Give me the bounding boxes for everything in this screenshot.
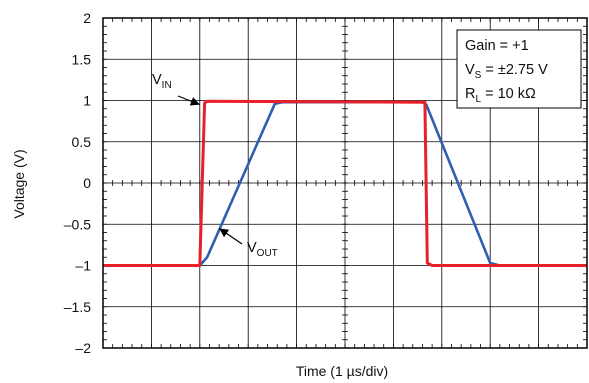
legend-entry: VS = ±2.75 V: [465, 62, 548, 81]
annotation-label-vout: VOUT: [247, 240, 278, 259]
y-tick-label: 0.5: [72, 134, 92, 150]
annotation-arrowhead-vin: [189, 97, 200, 106]
legend-box: Gain = +1 VS = ±2.75 V RL = 10 kΩ: [456, 29, 582, 109]
y-tick-label: –0.5: [64, 216, 91, 232]
y-tick-label: 1.5: [72, 51, 92, 67]
y-tick-label: 2: [83, 10, 91, 26]
y-tick-label: –1: [75, 258, 91, 274]
legend-frame: [456, 29, 582, 109]
y-tick-labels: 2 1.5 1 0.5 0 –0.5 –1 –1.5 –2: [64, 10, 91, 356]
y-tick-label: –1.5: [64, 299, 91, 315]
plot-frame: [102, 17, 588, 349]
y-axis-label: Voltage (V): [11, 149, 27, 218]
y-tick-label: 1: [83, 93, 91, 109]
y-tick-label: –2: [75, 340, 91, 356]
y-tick-label: 0: [83, 175, 91, 191]
series-line-vin: [103, 99, 587, 267]
legend-entry: Gain = +1: [465, 38, 529, 54]
legend-entry: RL = 10 kΩ: [465, 86, 536, 105]
annotations: VIN VOUT: [152, 72, 278, 259]
x-axis-label: Time (1 µs/div): [296, 363, 388, 379]
annotation-label-vin: VIN: [152, 72, 172, 91]
series-layer: [103, 99, 587, 267]
annotation-arrowhead-vout: [219, 228, 230, 238]
